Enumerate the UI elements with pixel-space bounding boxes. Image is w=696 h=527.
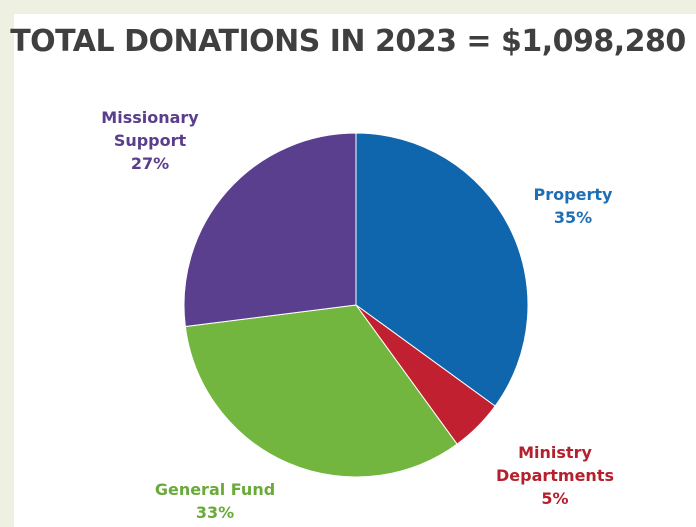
slice-label-general-fund-name: General Fund	[154, 480, 276, 499]
pie-slice-property	[355, 132, 529, 407]
slice-label-missionary-line1: Missionary	[101, 108, 199, 127]
slice-label-property-name: Property	[533, 185, 613, 204]
slice-label-general-fund-pct: 33%	[195, 503, 235, 522]
slice-label-missionary-pct: 27%	[130, 154, 170, 173]
slice-label-ministry-line2: Departments	[495, 466, 614, 485]
slice-label-property-pct: 35%	[553, 208, 593, 227]
slice-label-property: Property 35%	[508, 183, 638, 229]
slice-label-missionary-line2: Support	[113, 131, 187, 150]
slice-label-ministry-pct: 5%	[541, 489, 569, 508]
pie-slice-missionary-support	[183, 132, 357, 328]
chart-title: TOTAL DONATIONS IN 2023 = $1,098,280	[10, 24, 686, 59]
pie-slice-general-fund	[184, 304, 458, 478]
slice-label-missionary-support: Missionary Support 27%	[90, 106, 210, 175]
slice-label-ministry-line1: Ministry	[518, 443, 592, 462]
slice-label-ministry-departments: Ministry Departments 5%	[480, 441, 630, 510]
slice-label-general-fund: General Fund 33%	[140, 478, 290, 524]
